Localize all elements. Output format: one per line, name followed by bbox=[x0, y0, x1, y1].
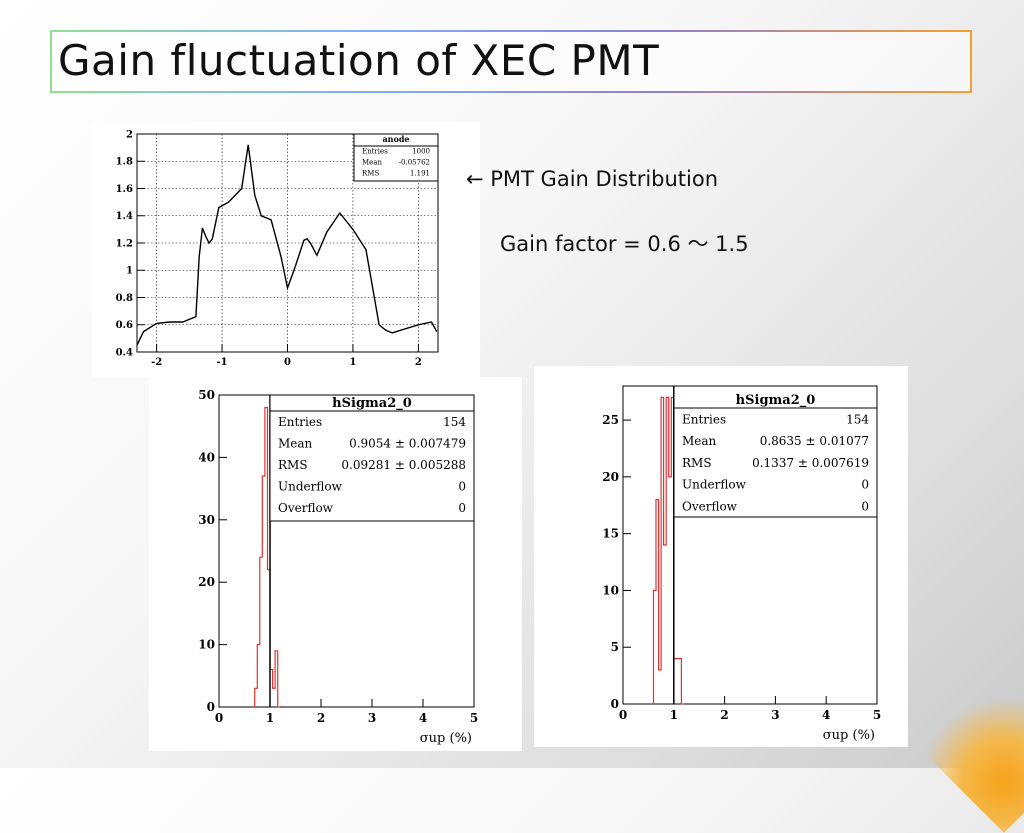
x-tick-label: 1 bbox=[266, 711, 274, 725]
x-tick-label: 4 bbox=[822, 708, 830, 722]
stats-box bbox=[269, 394, 475, 522]
stats-row-label: Entries bbox=[682, 412, 726, 426]
y-tick-label: 2 bbox=[126, 129, 133, 140]
corner-accent bbox=[919, 663, 1024, 833]
title-box: Gain fluctuation of XEC PMT bbox=[50, 30, 972, 93]
gain-distribution-curve bbox=[136, 144, 438, 346]
distribution-label: ← PMT Gain Distribution bbox=[466, 167, 719, 191]
stats-row-value: 1000 bbox=[412, 148, 430, 156]
y-tick-label: 1 bbox=[126, 266, 133, 277]
y-tick-label: 25 bbox=[602, 413, 619, 427]
gain-distribution-chart: -2 -1 0 1 2 0.4 0.6 0.8 1 1.2 1.4 1.6 1.8 2 anode Entri… bbox=[116, 129, 439, 368]
stats-row-value: 0.8635 ± 0.01077 bbox=[760, 434, 869, 448]
gain-distribution-panel: -2 -1 0 1 2 0.4 0.6 0.8 1 1.2 1.4 1.6 1.8 2 anode Entri… bbox=[92, 122, 480, 378]
stats-row-value: 0 bbox=[458, 501, 466, 515]
x-tick-label: 0 bbox=[619, 708, 627, 722]
stats-row-label: Entries bbox=[278, 415, 322, 429]
stats-row-label: RMS bbox=[278, 458, 308, 472]
x-tick-label: 0 bbox=[284, 357, 291, 368]
x-tick-label: 2 bbox=[720, 708, 728, 722]
stats-row-label: Underflow bbox=[682, 478, 747, 492]
histogram-right-panel: 0 1 2 3 4 5 0 5 10 15 20 25 hSigma2_0 Entries 154 Mean 0… bbox=[534, 366, 908, 747]
x-tick-label: 1 bbox=[349, 357, 356, 368]
stats-row-label: RMS bbox=[362, 170, 379, 178]
y-tick-label: 0 bbox=[207, 700, 215, 714]
y-tick-label: 1.4 bbox=[116, 211, 133, 222]
x-tick-label: 2 bbox=[415, 357, 422, 368]
y-tick-label: 50 bbox=[198, 388, 215, 402]
x-tick-label: 2 bbox=[317, 711, 325, 725]
x-tick-label: -2 bbox=[151, 357, 162, 368]
histogram-left-panel: 0 1 2 3 4 5 0 10 20 30 40 50 hSigma2_0 Entries 154 Mean… bbox=[149, 377, 522, 751]
stats-title: hSigma2_0 bbox=[332, 396, 412, 411]
x-axis-label: σup (%) bbox=[823, 728, 875, 743]
stats-row-label: Mean bbox=[682, 434, 717, 448]
y-tick-label: 1.6 bbox=[116, 184, 133, 195]
y-tick-label: 0.8 bbox=[116, 293, 133, 304]
stats-row-label: Mean bbox=[278, 437, 313, 451]
histogram-right-chart: 0 1 2 3 4 5 0 5 10 15 20 25 hSigma2_0 Entries 154 Mean 0… bbox=[602, 385, 881, 743]
stats-row-value: 0.1337 ± 0.007619 bbox=[752, 456, 869, 470]
stats-title: hSigma2_0 bbox=[736, 393, 816, 408]
y-tick-label: 0.4 bbox=[116, 347, 133, 358]
y-tick-label: 5 bbox=[611, 640, 619, 654]
slide-title: Gain fluctuation of XEC PMT bbox=[58, 36, 660, 85]
x-tick-label: 5 bbox=[873, 708, 881, 722]
y-tick-label: 40 bbox=[198, 450, 215, 464]
stats-title: anode bbox=[382, 134, 409, 144]
x-tick-label: 0 bbox=[215, 711, 223, 725]
x-tick-label: 3 bbox=[368, 711, 376, 725]
stats-row-label: Underflow bbox=[278, 480, 343, 494]
y-tick-label: 10 bbox=[602, 583, 619, 597]
stats-row-value: -0.05762 bbox=[399, 159, 430, 167]
stats-row-value: 0 bbox=[458, 480, 466, 494]
x-tick-label: 1 bbox=[670, 708, 678, 722]
y-tick-label: 0 bbox=[611, 697, 619, 711]
stats-row-label: Overflow bbox=[682, 499, 738, 513]
stats-row-value: 1.191 bbox=[410, 170, 430, 178]
gain-factor-note: Gain factor = 0.6 〜 1.5 bbox=[500, 232, 749, 256]
x-tick-label: 5 bbox=[470, 711, 478, 725]
y-tick-label: 1.8 bbox=[116, 157, 133, 168]
y-tick-label: 10 bbox=[198, 638, 215, 652]
stats-row-value: 154 bbox=[443, 415, 466, 429]
stats-row-value: 0 bbox=[861, 478, 869, 492]
stats-row-value: 154 bbox=[846, 412, 869, 426]
stats-row-label: Overflow bbox=[278, 501, 334, 515]
y-tick-label: 1.2 bbox=[116, 238, 133, 249]
y-tick-label: 20 bbox=[198, 575, 215, 589]
histogram-bars bbox=[652, 396, 684, 705]
y-tick-label: 15 bbox=[602, 527, 619, 541]
stats-row-label: Entries bbox=[362, 148, 388, 156]
y-tick-label: 0.6 bbox=[116, 320, 133, 331]
stats-row-value: 0 bbox=[861, 499, 869, 513]
stats-box bbox=[353, 133, 439, 182]
stats-row-value: 0.9054 ± 0.007479 bbox=[349, 437, 466, 451]
x-axis-label: σup (%) bbox=[420, 731, 472, 746]
histogram-bars bbox=[254, 406, 281, 708]
stats-row-value: 0.09281 ± 0.005288 bbox=[341, 458, 466, 472]
stats-row-label: Mean bbox=[362, 159, 382, 167]
x-tick-label: 3 bbox=[771, 708, 779, 722]
x-tick-label: 4 bbox=[419, 711, 427, 725]
x-tick-label: -1 bbox=[217, 357, 228, 368]
y-tick-label: 20 bbox=[602, 470, 619, 484]
y-tick-label: 30 bbox=[198, 513, 215, 527]
stats-row-label: RMS bbox=[682, 456, 712, 470]
